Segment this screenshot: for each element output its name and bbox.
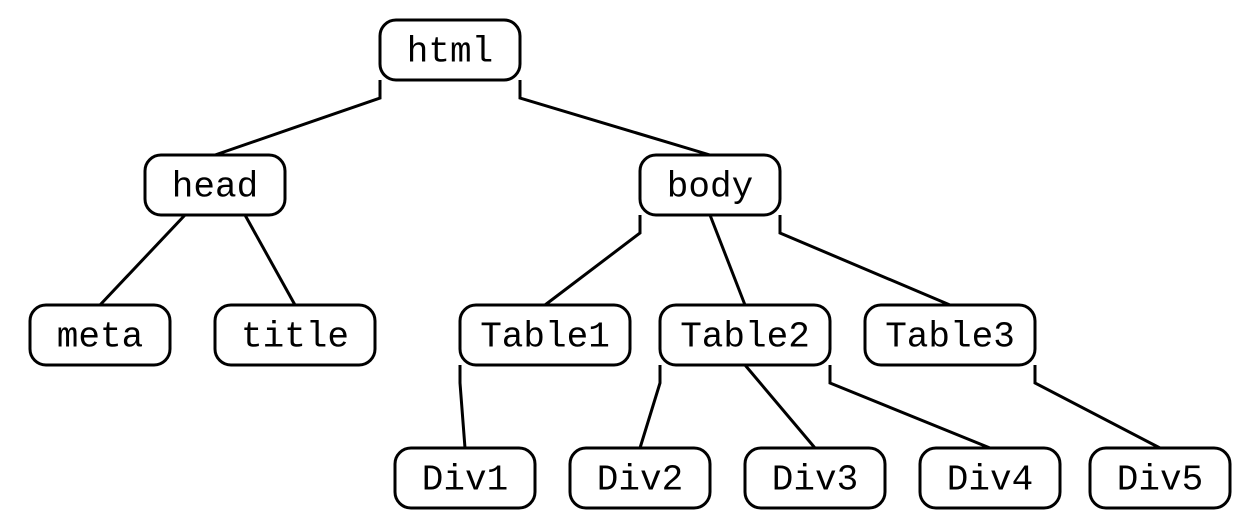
edge-head-meta: [100, 215, 185, 305]
edge-html-head: [215, 80, 380, 155]
edge-body-table1: [545, 215, 640, 305]
node-table1: Table1: [460, 305, 630, 365]
edges-group: [100, 80, 1160, 448]
node-label-div4: Div4: [947, 460, 1033, 501]
node-table2: Table2: [660, 305, 830, 365]
node-label-div2: Div2: [597, 460, 683, 501]
node-label-table2: Table2: [680, 317, 810, 358]
dom-tree-diagram: html head body meta title Table1 Table2 Table3 D…: [0, 0, 1239, 523]
node-label-div5: Div5: [1117, 460, 1203, 501]
edge-table3-div5: [1035, 365, 1160, 448]
node-div1: Div1: [395, 448, 535, 508]
node-label-body: body: [667, 167, 753, 208]
node-label-div1: Div1: [422, 460, 508, 501]
node-meta: meta: [30, 305, 170, 365]
nodes-group: html head body meta title Table1 Table2 Table3 D…: [30, 20, 1230, 508]
node-body: body: [640, 155, 780, 215]
node-div4: Div4: [920, 448, 1060, 508]
node-label-html: html: [407, 32, 493, 73]
node-label-table3: Table3: [885, 317, 1015, 358]
edge-table2-div3: [745, 365, 815, 448]
node-label-title: title: [241, 317, 349, 358]
edge-body-table3: [780, 215, 950, 305]
node-title: title: [215, 305, 375, 365]
node-table3: Table3: [865, 305, 1035, 365]
edge-table2-div2: [640, 365, 660, 448]
node-div3: Div3: [745, 448, 885, 508]
node-label-meta: meta: [57, 317, 143, 358]
node-label-table1: Table1: [480, 317, 610, 358]
edge-body-table2: [710, 215, 745, 305]
node-div5: Div5: [1090, 448, 1230, 508]
edge-table2-div4: [830, 365, 990, 448]
node-html: html: [380, 20, 520, 80]
edge-table1-div1: [460, 365, 465, 448]
edge-html-body: [520, 80, 710, 155]
node-label-head: head: [172, 167, 258, 208]
node-div2: Div2: [570, 448, 710, 508]
node-head: head: [145, 155, 285, 215]
node-label-div3: Div3: [772, 460, 858, 501]
edge-head-title: [245, 215, 295, 305]
